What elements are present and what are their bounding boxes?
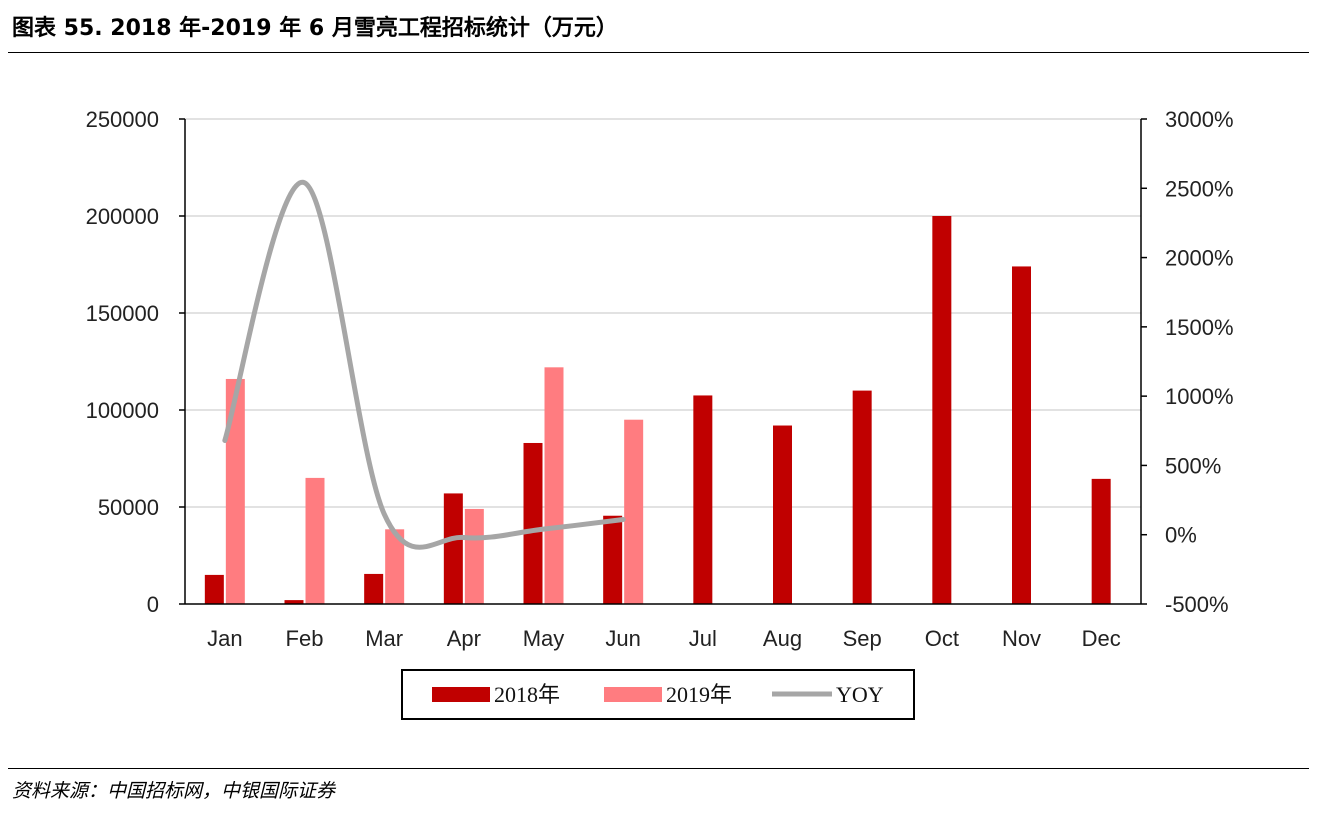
figure-title: 图表 55. 2018 年-2019 年 6 月雪亮工程招标统计（万元） <box>12 16 618 41</box>
bar-2018-feb <box>284 600 304 604</box>
x-tick-label: Feb <box>286 626 324 651</box>
legend-swatch-2019年 <box>604 687 662 702</box>
yoy-series-line <box>222 180 626 550</box>
bar-2018-jul <box>693 395 713 604</box>
left-tick-label: 250000 <box>86 107 159 132</box>
bars <box>204 216 1111 604</box>
gridlines <box>185 118 1141 508</box>
bar-2019-mar <box>385 529 405 604</box>
x-tick-label: Jul <box>689 626 717 651</box>
right-tick-label: 1000% <box>1165 384 1234 409</box>
bar-2018-dec <box>1091 478 1111 604</box>
bar-2018-jun <box>603 515 623 604</box>
bar-2018-mar <box>364 573 384 604</box>
legend-label: 2018年 <box>494 682 560 707</box>
right-axis-ticks: -500% 0% 500% 1000% 1500% 2000% 2500% 3000% <box>1141 107 1234 617</box>
yoy-line <box>222 180 626 550</box>
bar-2019-feb <box>305 477 325 604</box>
left-tick-label: 50000 <box>98 495 159 520</box>
left-axis-ticks: 0 50000 100000 150000 200000 250000 <box>86 107 185 617</box>
right-tick-label: 0% <box>1165 523 1197 548</box>
x-tick-label: Apr <box>447 626 481 651</box>
bar-2018-may <box>523 442 543 604</box>
bar-2018-jan <box>204 574 224 604</box>
x-tick-label: Dec <box>1082 626 1121 651</box>
right-tick-label: 500% <box>1165 453 1221 478</box>
bar-2019-apr <box>464 508 484 604</box>
bar-2019-may <box>544 367 564 604</box>
bar-2018-nov <box>1012 266 1031 604</box>
left-tick-label: 0 <box>147 592 159 617</box>
left-tick-label: 200000 <box>86 204 159 229</box>
x-axis-ticks: Jan Feb Mar Apr May Jun Jul Aug Sep Oct Nov Dec <box>207 626 1121 651</box>
title-rule <box>8 52 1309 53</box>
source-rule <box>8 768 1309 769</box>
x-tick-label: Aug <box>763 626 802 651</box>
bar-2018-apr <box>443 493 463 604</box>
x-tick-label: Nov <box>1002 626 1041 651</box>
right-tick-label: 2500% <box>1165 176 1234 201</box>
x-tick-label: Oct <box>925 626 959 651</box>
x-tick-label: Jun <box>605 626 640 651</box>
source-note: 资料来源：中国招标网，中银国际证券 <box>12 780 336 802</box>
legend: 2018年 2019年 YOY <box>401 669 915 720</box>
right-tick-label: 2000% <box>1165 246 1234 271</box>
legend-swatch-2018年 <box>432 687 490 702</box>
x-tick-label: Sep <box>843 626 882 651</box>
right-tick-label: 1500% <box>1165 315 1234 340</box>
legend-label: 2019年 <box>666 682 732 707</box>
bar-2019-jun <box>624 419 644 604</box>
bar-2018-sep <box>852 390 872 604</box>
legend-label: YOY <box>836 682 884 707</box>
axes <box>184 119 1142 605</box>
bar-2018-aug <box>773 425 792 604</box>
x-tick-label: Jan <box>207 626 242 651</box>
left-tick-label: 150000 <box>86 301 159 326</box>
x-tick-label: Mar <box>365 626 403 651</box>
right-tick-label: -500% <box>1165 592 1229 617</box>
x-tick-label: May <box>523 626 565 651</box>
bar-2018-oct <box>932 216 952 604</box>
left-tick-label: 100000 <box>86 398 159 423</box>
right-tick-label: 3000% <box>1165 107 1234 132</box>
bar-2019-jan <box>225 378 245 604</box>
